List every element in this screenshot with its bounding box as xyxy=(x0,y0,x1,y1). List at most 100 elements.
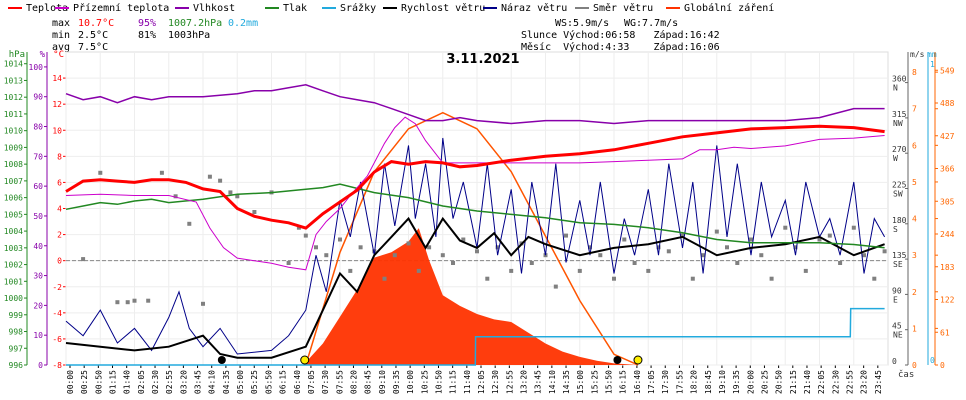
time-tick: 10:00 xyxy=(406,370,415,394)
wind-direction-point xyxy=(392,253,397,258)
time-tick: 20:00 xyxy=(746,370,755,394)
stat-min-label: min xyxy=(52,30,70,41)
wind-direction-point xyxy=(701,253,706,258)
stats-panel: max 10.7°C 95% 1007.2hPa 0.2mm min 2.5°C… xyxy=(52,18,720,53)
wind-direction-point xyxy=(440,253,445,258)
wind-direction-point xyxy=(382,276,387,281)
legend: Teplota Přízemní teplota Vlhkost Tlak Srážky… xyxy=(8,2,774,14)
plot-area xyxy=(65,51,889,366)
legend-label: Náraz větru xyxy=(501,2,567,14)
time-axis-label: čas xyxy=(898,369,914,380)
pressure-axis-tick: 997 xyxy=(9,344,24,353)
wind-direction-point xyxy=(680,233,685,238)
direction-tick: 270 xyxy=(892,145,907,154)
time-tick: 22:30 xyxy=(831,370,840,394)
wind-direction-point xyxy=(348,268,353,273)
time-tick: 17:30 xyxy=(661,370,670,394)
wind-direction-point xyxy=(358,245,363,250)
wind-direction-point xyxy=(187,221,192,226)
time-tick: 08:20 xyxy=(349,370,358,394)
time-tick: 14:35 xyxy=(562,370,571,394)
wind-direction-point xyxy=(632,261,637,265)
time-tick: 07:55 xyxy=(335,370,344,394)
wind-avg-line xyxy=(65,216,885,359)
time-tick: 19:10 xyxy=(718,370,727,394)
wind-direction-point xyxy=(286,261,291,265)
radiation-tick: 122 xyxy=(940,296,955,305)
pressure-axis-tick: 1013 xyxy=(4,76,23,85)
temperature-axis-tick: 14 xyxy=(52,74,62,83)
direction-tick: 45 xyxy=(892,322,902,331)
time-tick: 16:15 xyxy=(619,370,628,394)
time-tick: 04:10 xyxy=(208,370,217,394)
wind-direction-point xyxy=(882,249,887,254)
humidity-axis-tick: 100 xyxy=(29,63,44,72)
wind-direction-point xyxy=(475,249,479,254)
direction-tick: 315 xyxy=(892,110,907,119)
time-tick: 06:40 xyxy=(293,370,302,394)
time-tick: 12:05 xyxy=(477,370,486,394)
info-ws: WS:5.9m/s xyxy=(555,18,609,29)
rain-tick: 1 xyxy=(930,60,935,69)
wind-tick: 0 xyxy=(912,361,917,370)
wind-direction-point xyxy=(759,253,764,258)
time-tick: 20:25 xyxy=(760,370,769,394)
time-tick: 03:20 xyxy=(179,370,188,394)
direction-tick: 360 xyxy=(892,75,907,84)
time-tick: 01:15 xyxy=(109,370,118,394)
sunrise-marker xyxy=(300,355,310,365)
temperature-axis-tick: 6 xyxy=(57,178,62,187)
temperature-axis-label: °C xyxy=(53,50,64,60)
time-tick: 02:05 xyxy=(137,370,146,394)
time-tick: 00:50 xyxy=(94,370,103,394)
radiation-tick: 244 xyxy=(940,230,955,239)
moonset-marker xyxy=(613,356,622,364)
time-tick: 21:40 xyxy=(803,370,812,394)
pressure-axis-tick: 1014 xyxy=(4,60,23,69)
time-tick: 18:45 xyxy=(704,370,713,394)
direction-tick-dir: NE xyxy=(893,331,903,340)
time-tick: 13:20 xyxy=(520,370,529,394)
axes: hPa1014101310121011101010091008100710061… xyxy=(4,50,955,394)
wind-direction-point xyxy=(125,300,130,305)
direction-tick-dir: W xyxy=(893,154,898,163)
humidity-axis-tick: 20 xyxy=(33,301,43,310)
pressure-axis-tick: 1008 xyxy=(4,160,23,169)
wind-direction-point xyxy=(303,233,308,238)
wind-direction-point xyxy=(338,237,342,242)
temperature-axis-tick: -6 xyxy=(52,335,62,344)
wind-direction-point xyxy=(666,249,671,254)
wind-tick: 2 xyxy=(912,288,917,297)
radiation-theoretical-line xyxy=(305,111,639,366)
wind-direction-point xyxy=(838,261,843,265)
time-tick: 20:50 xyxy=(775,370,784,394)
wind-direction-point xyxy=(427,245,432,250)
wind-direction-point xyxy=(735,261,740,265)
stat-avg-temp: 7.5°C xyxy=(78,42,108,53)
time-tick: 05:50 xyxy=(264,370,273,394)
time-tick: 22:55 xyxy=(845,370,854,394)
time-tick: 09:10 xyxy=(378,370,387,394)
time-tick: 23:20 xyxy=(860,370,869,394)
time-tick: 08:45 xyxy=(364,370,373,394)
direction-tick-dir: NW xyxy=(893,119,903,128)
time-tick: 02:55 xyxy=(165,370,174,394)
pressure-axis-tick: 1004 xyxy=(4,227,23,236)
humidity-axis-tick: 40 xyxy=(33,242,43,251)
wind-direction-point xyxy=(553,284,558,289)
pressure-axis-tick: 1002 xyxy=(4,261,23,270)
wind-direction-point xyxy=(218,178,223,183)
stat-max-press: 1007.2hPa xyxy=(168,18,222,29)
pressure-axis-label: hPa xyxy=(9,50,25,60)
pressure-line xyxy=(65,183,885,249)
rain-line xyxy=(66,307,885,366)
time-tick: 05:25 xyxy=(250,370,259,394)
wind-direction-point xyxy=(115,300,120,305)
wind-direction-point xyxy=(862,253,866,258)
temperature-axis-tick: -8 xyxy=(52,361,62,370)
time-tick: 09:35 xyxy=(392,370,401,394)
wind-direction-point xyxy=(324,253,329,258)
temperature-axis-tick: 10 xyxy=(52,126,62,135)
time-tick: 07:05 xyxy=(307,370,316,394)
temperature-axis-tick: 12 xyxy=(52,100,62,109)
